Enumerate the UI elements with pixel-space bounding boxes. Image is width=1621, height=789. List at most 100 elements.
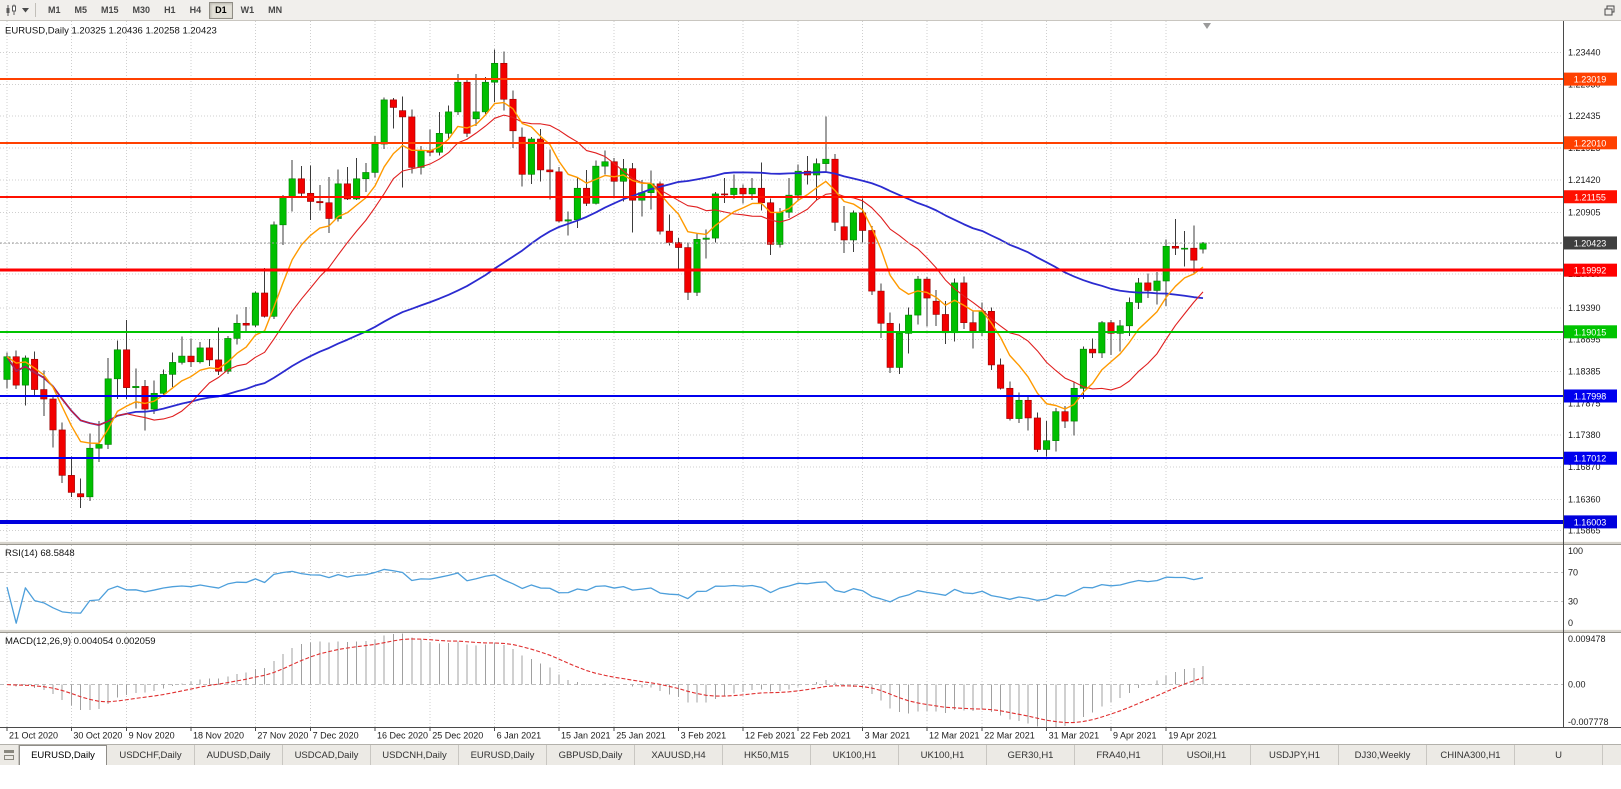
chart-tab-10[interactable]: UK100,H1 [899,745,987,765]
chart-type-caret-icon[interactable] [20,2,30,18]
price-level-badge: 1.17012 [1564,451,1617,465]
svg-text:1.22010: 1.22010 [1574,138,1607,148]
pane-splitter[interactable] [0,541,1621,545]
svg-text:1.20423: 1.20423 [1574,238,1607,248]
chart-tab-12[interactable]: FRA40,H1 [1075,745,1163,765]
chart-tab-1[interactable]: USDCHF,Daily [107,745,195,765]
price-level-badge: 1.19992 [1564,263,1617,277]
chart-tab-list: EURUSD,Daily USDCHF,Daily AUDUSD,Daily USDC… [19,745,1621,765]
price-axis-label: 1.17380 [1568,430,1601,440]
price-axis-label: 1.21420 [1568,175,1601,185]
rsi-line [6,568,1204,624]
price-axis-label: 1.22435 [1568,111,1601,121]
chart-tab-4[interactable]: USDCNH,Daily [371,745,459,765]
price-axis[interactable]: 1.234401.229301.224351.219251.214201.209… [1563,21,1618,727]
date-axis-label: 22 Mar 2021 [984,731,1035,741]
chart-tab-8[interactable]: HK50,M15 [723,745,811,765]
price-chart[interactable]: RSI(14) 68.5848 MACD(12,26,9) 0.004054 0.… [0,21,1621,744]
date-axis-label: 3 Feb 2021 [681,731,727,741]
price-axis-label: 1.18895 [1568,334,1601,344]
chart-tab-3[interactable]: USDCAD,Daily [283,745,371,765]
date-axis-label: 12 Feb 2021 [745,731,796,741]
timeframe-button-h4[interactable]: H4 [189,4,202,15]
chart-tab-16[interactable]: CHINA300,H1 [1427,745,1515,765]
time-axis[interactable]: 21 Oct 2020 30 Oct 2020 9 Nov 2020 18 Nov 2… [0,727,1621,741]
window-list-icon[interactable] [0,745,19,765]
svg-text:1.19992: 1.19992 [1574,266,1607,276]
chart-tab-14[interactable]: USDJPY,H1 [1251,745,1339,765]
macd-pane: MACD(12,26,9) 0.004054 0.002059 [0,633,1563,729]
chart-tab-15[interactable]: DJ30,Weekly [1339,745,1427,765]
toolbar-right-group [1601,0,1618,20]
chart-tab-5[interactable]: EURUSD,Daily [459,745,547,765]
chart-candles-icon[interactable] [3,2,20,18]
chart-tab-13[interactable]: USOil,H1 [1163,745,1251,765]
toolbar-left-group: M1 M5 M15 M30 H1 H4 D1 W1 MN [3,0,289,20]
chart-tab-17[interactable]: U [1515,745,1603,765]
date-axis-label: 30 Oct 2020 [73,731,122,741]
macd-axis-label: 0.009478 [1568,634,1606,644]
svg-text:1.19015: 1.19015 [1574,327,1607,337]
price-axis-label: 1.16360 [1568,494,1601,504]
chart-tab-0[interactable]: EURUSD,Daily [19,745,107,765]
macd-indicator-label: MACD(12,26,9) 0.004054 0.002059 [5,636,156,647]
price-level-badge: 1.21155 [1564,190,1617,204]
price-axis-label: 1.15865 [1568,526,1601,536]
rsi-axis-label: 0 [1568,618,1573,628]
date-axis-label: 16 Dec 2020 [377,731,428,741]
macd-signal-line [6,638,1204,724]
chart-tabs-bar: EURUSD,Daily USDCHF,Daily AUDUSD,Daily USDC… [0,744,1621,765]
date-axis-label: 31 Mar 2021 [1049,731,1100,741]
chart-tab-9[interactable]: UK100,H1 [811,745,899,765]
timeframe-button-w1[interactable]: W1 [240,4,255,15]
timeframe-button-m15[interactable]: M15 [101,4,119,15]
macd-axis-label: -0.007778 [1568,717,1609,727]
chart-tab-7[interactable]: XAUUSD,H4 [635,745,723,765]
svg-text:1.17998: 1.17998 [1574,391,1607,401]
price-level-badge: 1.16003 [1564,515,1617,529]
rsi-indicator-label: RSI(14) 68.5848 [5,548,75,559]
ma-fast-orange [6,101,1204,445]
date-axis-label: 3 Mar 2021 [865,731,911,741]
chart-tab-2[interactable]: AUDUSD,Daily [195,745,283,765]
timeframe-button-d1[interactable]: D1 [209,1,233,19]
chart-area[interactable]: RSI(14) 68.5848 MACD(12,26,9) 0.004054 0.… [0,21,1621,744]
price-axis-label: 1.23440 [1568,48,1601,58]
timeframe-button-m5[interactable]: M5 [74,4,88,15]
rsi-axis-label: 30 [1568,596,1578,606]
date-axis-label: 25 Dec 2020 [432,731,483,741]
chart-tab-6[interactable]: GBPUSD,Daily [547,745,635,765]
date-axis-label: 15 Jan 2021 [561,731,611,741]
date-axis-label: 9 Apr 2021 [1113,731,1157,741]
toolbar-separator [35,3,36,17]
chart-tab-11[interactable]: GER30,H1 [987,745,1075,765]
date-axis-label: 19 Apr 2021 [1168,731,1217,741]
chart-shift-marker[interactable] [1203,23,1211,29]
price-axis-label: 1.17875 [1568,399,1601,409]
price-level-badge: 1.23019 [1564,72,1617,86]
svg-text:1.23019: 1.23019 [1574,75,1607,85]
date-axis-label: 18 Nov 2020 [193,731,244,741]
rsi-pane: RSI(14) 68.5848 [0,548,1563,624]
chart-toolbar: M1 M5 M15 M30 H1 H4 D1 W1 MN [0,0,1621,21]
price-level-badge: 1.19015 [1564,325,1617,339]
date-axis-label: 21 Oct 2020 [9,731,58,741]
rsi-axis-label: 100 [1568,546,1583,556]
timeframe-button-m1[interactable]: M1 [48,4,61,15]
window-restore-icon[interactable] [1601,2,1618,18]
price-axis-label: 1.16870 [1568,462,1601,472]
price-axis-label: 1.18385 [1568,367,1601,377]
price-level-badge: 1.22010 [1564,136,1617,150]
date-axis-label: 7 Dec 2020 [313,731,359,741]
ma-slow-blue [6,171,1204,426]
date-axis-label: 27 Nov 2020 [257,731,308,741]
support-resistance-lines[interactable] [0,78,1563,524]
pane-splitter[interactable] [0,629,1621,633]
timeframe-button-m30[interactable]: M30 [132,4,151,15]
chart-ohlc-header: EURUSD,Daily 1.20325 1.20436 1.20258 1.2… [5,26,217,37]
price-axis-label: 1.19390 [1568,303,1601,313]
timeframe-button-mn[interactable]: MN [268,4,283,15]
timeframe-button-h1[interactable]: H1 [164,4,176,15]
ma-mid-red [6,114,1204,426]
